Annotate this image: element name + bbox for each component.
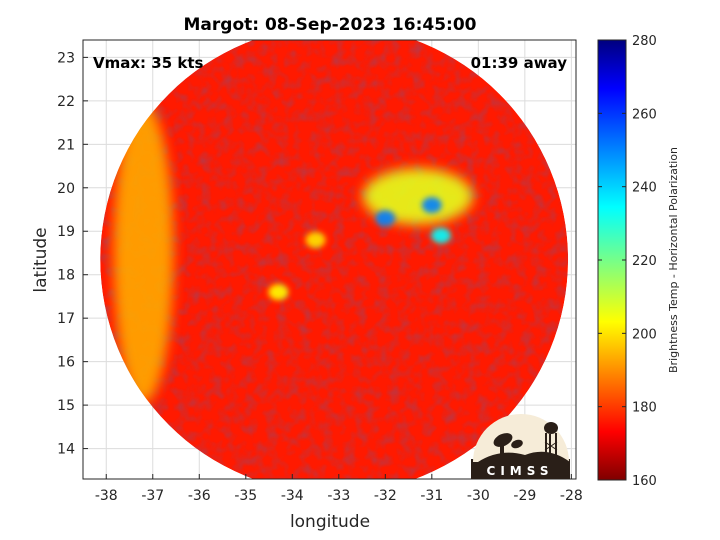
x-tick-label: -32: [374, 488, 397, 504]
colorbar-label: Brightness Temp - Horizontal Polarizatio…: [667, 147, 680, 373]
plot-area: -38 -37 -36 -35 -34 -33 -32 -31 -30 -29 -28 14 15 16…: [57, 39, 583, 504]
y-tick-label: 18: [57, 268, 75, 284]
y-tick-label: 15: [57, 398, 75, 414]
y-axis-ticks: 14 15 16 17 18 19 20 21 22 23: [57, 50, 88, 458]
feature-hot-spot-2: [421, 197, 442, 214]
y-tick-label: 19: [57, 224, 75, 240]
feature-northern-convection: [362, 168, 473, 225]
water-tower-icon: [544, 422, 558, 457]
figure-title: Margot: 08-Sep-2023 16:45:00: [184, 15, 477, 35]
cimss-logo: CIMSS: [471, 414, 570, 479]
satellite-dish-icon: [493, 433, 523, 456]
colorbar-tick-label: 200: [632, 327, 657, 342]
feature-western-band: [113, 102, 174, 403]
x-axis-ticks: -38 -37 -36 -35 -34 -33 -32 -31 -30 -29 -28: [95, 474, 583, 504]
colorbar-tick-label: 220: [632, 254, 657, 269]
feature-hot-spot-3: [431, 227, 452, 244]
colorbar-tick-label: 180: [632, 401, 657, 416]
colorbar-tick-label: 160: [632, 474, 657, 489]
x-tick-label: -36: [188, 488, 211, 504]
vmax-label: Vmax: 35 kts: [93, 54, 203, 72]
colorbar-tick-label: 240: [632, 181, 657, 196]
axes-frame: [82, 39, 577, 480]
swath-texture: [100, 40, 569, 479]
x-tick-label: -30: [467, 488, 490, 504]
x-tick-label: -28: [560, 488, 583, 504]
y-tick-label: 20: [57, 181, 75, 197]
feature-hot-spot-1: [375, 210, 396, 227]
x-tick-label: -38: [95, 488, 118, 504]
colorbar: 160 180 200 220 240 260 280 Brightness Temp - …: [597, 34, 680, 489]
brightness-temperature-swath: [100, 40, 569, 479]
y-tick-label: 16: [57, 355, 75, 371]
x-tick-label: -31: [420, 488, 443, 504]
colorbar-tick-label: 260: [632, 107, 657, 122]
y-tick-label: 14: [57, 442, 75, 458]
x-tick-label: -29: [513, 488, 536, 504]
x-tick-label: -33: [327, 488, 350, 504]
x-tick-label: -35: [234, 488, 257, 504]
y-tick-label: 22: [57, 94, 75, 110]
convection-features: [113, 102, 473, 403]
y-tick-label: 21: [57, 137, 75, 153]
y-tick-label: 23: [57, 50, 75, 66]
x-axis-label: longitude: [290, 512, 370, 532]
colorbar-gradient: [597, 39, 627, 481]
x-tick-label: -37: [141, 488, 164, 504]
cimss-logo-text: CIMSS: [487, 464, 554, 478]
y-tick-label: 17: [57, 311, 75, 327]
feature-eye-cell: [305, 231, 326, 248]
y-axis-label: latitude: [31, 227, 51, 292]
x-tick-label: -34: [281, 488, 304, 504]
time-away-label: 01:39 away: [471, 54, 568, 72]
colorbar-ticks: 160 180 200 220 240 260 280: [598, 34, 657, 489]
feature-western-convection: [268, 284, 289, 301]
colorbar-tick-label: 280: [632, 34, 657, 49]
